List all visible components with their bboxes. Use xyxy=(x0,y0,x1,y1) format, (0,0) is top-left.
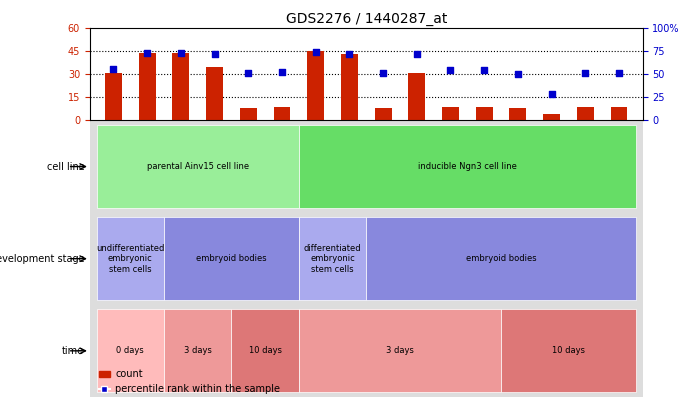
Point xyxy=(546,91,557,97)
FancyBboxPatch shape xyxy=(164,309,231,392)
FancyBboxPatch shape xyxy=(97,125,299,208)
Bar xyxy=(611,107,627,121)
Bar xyxy=(341,54,358,121)
Point xyxy=(513,71,524,78)
Point xyxy=(209,51,220,58)
Text: inducible Ngn3 cell line: inducible Ngn3 cell line xyxy=(418,162,517,171)
Bar xyxy=(543,114,560,121)
Text: differentiated
embryonic
stem cells: differentiated embryonic stem cells xyxy=(304,244,361,274)
Bar xyxy=(476,107,493,121)
Text: embryoid bodies: embryoid bodies xyxy=(466,254,536,263)
FancyBboxPatch shape xyxy=(299,125,636,208)
Point xyxy=(580,69,591,76)
Point xyxy=(445,66,456,73)
Bar xyxy=(307,51,324,121)
Text: embryoid bodies: embryoid bodies xyxy=(196,254,267,263)
Legend: count, percentile rank within the sample: count, percentile rank within the sample xyxy=(95,365,284,398)
Text: parental Ainv15 cell line: parental Ainv15 cell line xyxy=(146,162,249,171)
FancyBboxPatch shape xyxy=(299,309,501,392)
Title: GDS2276 / 1440287_at: GDS2276 / 1440287_at xyxy=(285,12,447,26)
FancyBboxPatch shape xyxy=(97,309,164,392)
Bar xyxy=(375,108,392,121)
FancyBboxPatch shape xyxy=(164,217,299,300)
Y-axis label: development stage: development stage xyxy=(0,254,84,264)
Point xyxy=(176,50,187,56)
Bar xyxy=(408,73,425,121)
Point xyxy=(614,69,625,76)
Point xyxy=(479,66,490,73)
Point xyxy=(142,50,153,56)
Text: 3 days: 3 days xyxy=(184,346,211,355)
Bar xyxy=(274,107,290,121)
Y-axis label: time: time xyxy=(62,346,84,356)
Point xyxy=(276,68,287,75)
Bar xyxy=(509,108,527,121)
FancyBboxPatch shape xyxy=(366,217,636,300)
Bar xyxy=(206,67,223,121)
Bar xyxy=(173,53,189,121)
FancyBboxPatch shape xyxy=(97,217,164,300)
Text: undifferentiated
embryonic
stem cells: undifferentiated embryonic stem cells xyxy=(96,244,164,274)
Bar xyxy=(240,108,256,121)
Point xyxy=(377,69,388,76)
Point xyxy=(310,49,321,55)
Point xyxy=(108,66,119,72)
FancyBboxPatch shape xyxy=(501,309,636,392)
Bar xyxy=(442,107,459,121)
FancyBboxPatch shape xyxy=(90,121,643,213)
Y-axis label: cell line: cell line xyxy=(46,162,84,172)
Bar xyxy=(577,107,594,121)
Bar xyxy=(139,53,155,121)
Text: 0 days: 0 days xyxy=(116,346,144,355)
Bar xyxy=(105,73,122,121)
Point xyxy=(243,69,254,76)
Text: 10 days: 10 days xyxy=(249,346,282,355)
Point xyxy=(411,51,422,58)
Text: 3 days: 3 days xyxy=(386,346,414,355)
FancyBboxPatch shape xyxy=(299,217,366,300)
FancyBboxPatch shape xyxy=(231,309,299,392)
Point xyxy=(344,51,355,58)
Text: 10 days: 10 days xyxy=(552,346,585,355)
